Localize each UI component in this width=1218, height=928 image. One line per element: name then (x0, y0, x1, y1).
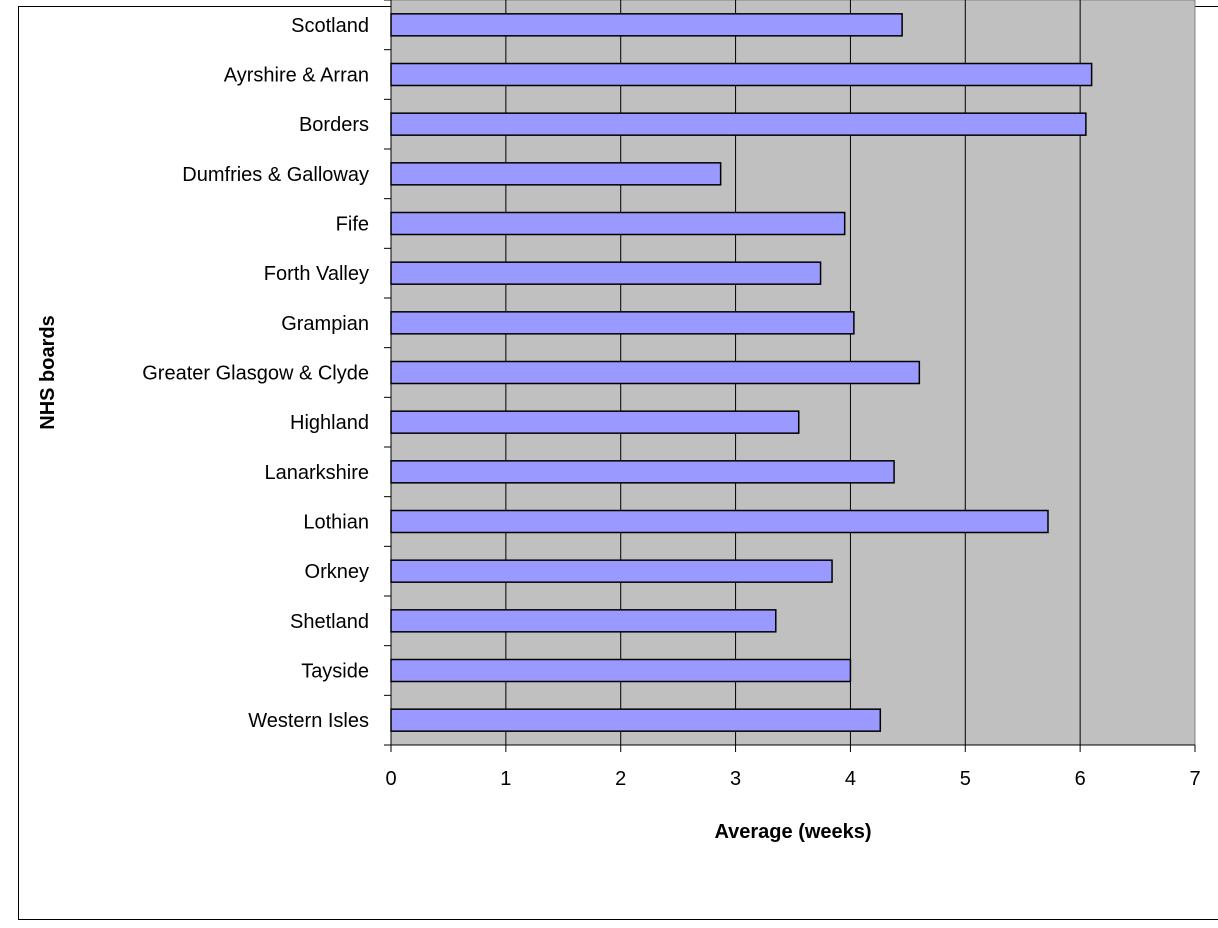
category-label: Lothian (303, 512, 369, 534)
bar (390, 559, 833, 583)
category-label: Borders (299, 114, 369, 136)
bar (390, 112, 1087, 136)
category-label: Greater Glasgow & Clyde (142, 363, 369, 385)
bar (390, 360, 921, 385)
category-label: Tayside (301, 661, 369, 683)
bar (390, 708, 882, 732)
bar (390, 509, 1049, 534)
bar (390, 211, 846, 236)
category-label: Ayrshire & Arran (224, 65, 369, 87)
category-label: Western Isles (248, 710, 369, 732)
x-axis: 0 1 2 3 4 5 6 7 (385, 744, 1201, 790)
category-label: Shetland (290, 611, 369, 633)
x-tick-label: 3 (730, 768, 741, 790)
x-axis-title: Average (weeks) (714, 821, 871, 843)
bar (390, 62, 1093, 87)
x-tick-label: 7 (1189, 768, 1200, 790)
category-label: Dumfries & Galloway (182, 164, 369, 186)
category-label: Grampian (281, 313, 369, 335)
x-tick-label: 5 (960, 768, 971, 790)
x-tick-label: 4 (845, 768, 856, 790)
bar (390, 460, 895, 484)
x-tick-label: 6 (1075, 768, 1086, 790)
category-label: Orkney (305, 561, 369, 583)
bar (390, 311, 855, 335)
category-label: Highland (290, 412, 369, 434)
bar (390, 609, 777, 633)
bar (390, 261, 822, 285)
category-label: Scotland (291, 15, 369, 37)
category-label: Lanarkshire (264, 462, 369, 484)
x-tick-label: 1 (500, 768, 511, 790)
x-tick-label: 0 (385, 768, 396, 790)
y-axis-title: NHS boards (37, 315, 59, 429)
category-label: Forth Valley (264, 263, 369, 285)
category-label: Fife (336, 214, 369, 236)
x-tick-label: 2 (615, 768, 626, 790)
bars (390, 13, 1093, 732)
y-axis: Scotland Ayrshire & Arran Borders Dumfries … (142, 0, 392, 746)
bar (390, 410, 800, 434)
bar (390, 658, 852, 683)
bar (390, 13, 903, 37)
bar (390, 162, 722, 186)
